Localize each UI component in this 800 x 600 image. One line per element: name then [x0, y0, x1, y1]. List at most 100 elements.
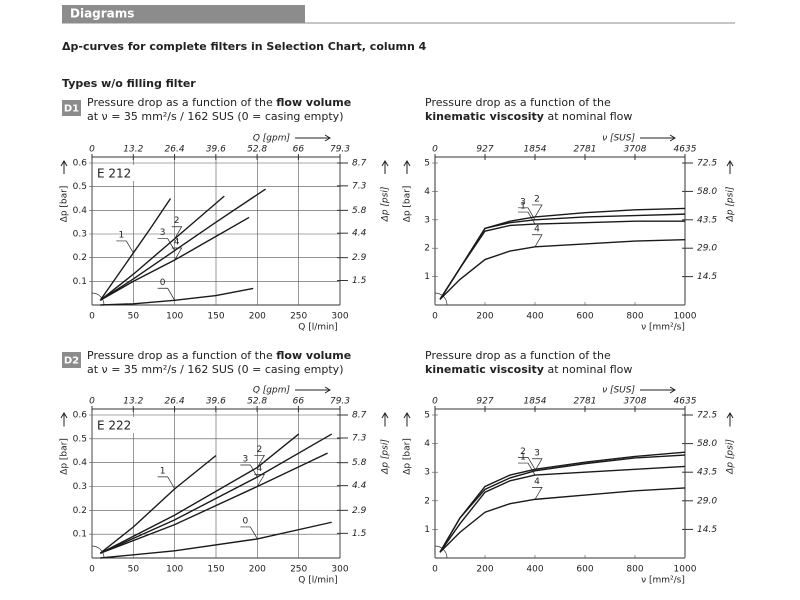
chart-subtitle: kinematic viscosity at nominal flow — [425, 110, 632, 123]
curve-label: 4 — [534, 477, 540, 487]
y2-axis-arrow — [726, 160, 734, 174]
chart-label-bg — [94, 165, 134, 181]
y-axis-title: Δp [bar] — [60, 438, 70, 475]
curve — [99, 188, 266, 301]
curve-leader — [518, 456, 536, 470]
x2-tick-label: 26.4 — [165, 145, 185, 155]
curve-leader — [518, 211, 536, 225]
x2-tick-label: 39.6 — [206, 145, 226, 155]
x2-tick-label: 3708 — [624, 145, 647, 155]
x-tick-label: 300 — [331, 565, 348, 575]
title-bold: flow volume — [276, 349, 351, 362]
y2-tick-label: 4.4 — [352, 229, 367, 239]
x2-tick-label: 79.3 — [330, 145, 350, 155]
curve-label: 4 — [174, 238, 180, 248]
curve-leader — [532, 204, 543, 218]
chart-title: Pressure drop as a function of the — [425, 96, 611, 109]
x-tick-label: 250 — [290, 565, 307, 575]
curve-leader — [157, 476, 175, 490]
x-tick-label: 600 — [576, 565, 593, 575]
y2-tick-label: 4.4 — [352, 481, 367, 491]
title-bold: kinematic viscosity — [425, 110, 544, 123]
y-axis-arrow — [60, 412, 68, 427]
curve-leader — [116, 240, 134, 254]
y-axis-arrow — [403, 412, 411, 427]
y-axis-arrow — [403, 160, 411, 174]
curve-label: 2 — [256, 445, 262, 455]
title-text: Pressure drop as a function of the — [87, 349, 273, 362]
y2-tick-label: 7.3 — [352, 181, 367, 191]
y2-tick-label: 5.8 — [352, 206, 367, 216]
section-title: Diagrams — [70, 7, 134, 21]
x2-tick-label: 0 — [89, 397, 95, 407]
x-tick-label: 400 — [526, 312, 543, 322]
y2-tick-label: 72.5 — [697, 411, 717, 421]
x2-tick-label: 2781 — [574, 397, 597, 407]
y2-tick-label: 14.5 — [697, 272, 717, 282]
x-axis-title: ν [mm²/s] — [641, 323, 685, 333]
x2-tick-label: 4635 — [674, 145, 697, 155]
y2-tick-label: 5.8 — [352, 458, 367, 468]
y-tick-label: 5 — [424, 411, 430, 421]
curve-label: 3 — [160, 228, 166, 238]
heading: Δp-curves for complete filters in Select… — [62, 40, 427, 53]
y-tick-label: 1 — [424, 272, 430, 282]
subheading: Types w/o filling filter — [62, 77, 196, 90]
origin-arc — [91, 545, 105, 559]
x-tick-label: 800 — [626, 312, 643, 322]
curve — [439, 487, 686, 553]
curve-leader — [532, 234, 543, 247]
x2-tick-label: 26.4 — [165, 397, 185, 407]
x2-tick-label: 66 — [293, 397, 305, 407]
curve-label: 4 — [256, 464, 262, 474]
x2-tick-label: 2781 — [574, 145, 597, 155]
curve-label: 2 — [534, 194, 540, 204]
title-text: Pressure drop as a function of the — [425, 349, 611, 362]
chart-subtitle: at ν = 35 mm²/s / 162 SUS (0 = casing em… — [87, 363, 344, 376]
chart-label: E 222 — [97, 419, 131, 433]
x-tick-label: 1000 — [674, 312, 697, 322]
chart-title: Pressure drop as a function of the — [425, 349, 611, 362]
y2-axis-title: Δp [psi] — [381, 186, 391, 222]
origin-arc — [91, 292, 105, 306]
y2-tick-label: 43.5 — [697, 215, 717, 225]
x2-tick-label: 4635 — [674, 397, 697, 407]
y2-axis-title: Δp [psi] — [726, 439, 736, 475]
y2-axis-arrow — [381, 412, 389, 427]
title-tail: at nominal flow — [547, 110, 632, 123]
curve-leader — [240, 464, 258, 478]
y-tick-label: 0.6 — [73, 159, 88, 169]
y2-tick-label: 72.5 — [697, 159, 717, 169]
x2-tick-label: 13.2 — [123, 397, 143, 407]
curve-label: 3 — [534, 448, 540, 458]
y2-axis-title: Δp [psi] — [381, 439, 391, 475]
curve-label: 3 — [242, 454, 248, 464]
curve-label: 3 — [520, 197, 526, 207]
y2-tick-label: 29.0 — [697, 496, 717, 506]
y2-tick-label: 29.0 — [697, 244, 717, 254]
x-tick-label: 200 — [249, 565, 266, 575]
x2-tick-label: 927 — [476, 145, 493, 155]
x-tick-label: 0 — [432, 565, 438, 575]
curve — [439, 207, 686, 300]
y-tick-label: 0.2 — [73, 253, 87, 263]
y2-tick-label: 58.0 — [697, 187, 717, 197]
x-tick-label: 200 — [476, 312, 493, 322]
y-tick-label: 0.5 — [73, 434, 87, 444]
x-tick-label: 250 — [290, 312, 307, 322]
y2-tick-label: 8.7 — [352, 411, 367, 421]
curve-label: 1 — [520, 453, 526, 463]
x-tick-label: 400 — [526, 565, 543, 575]
curve-leader — [532, 458, 543, 471]
curve-leader — [157, 287, 175, 301]
curve — [99, 433, 333, 554]
panel-badge — [62, 100, 81, 116]
curve-label: 1 — [160, 466, 166, 476]
curve-label: 0 — [160, 278, 166, 288]
curve-label: 0 — [242, 516, 248, 526]
y-tick-label: 2 — [424, 244, 430, 254]
y-axis-title: Δp [bar] — [60, 186, 70, 223]
title-text: Pressure drop as a function of the — [87, 96, 273, 109]
y-tick-label: 0.5 — [73, 182, 87, 192]
curve — [99, 195, 225, 301]
